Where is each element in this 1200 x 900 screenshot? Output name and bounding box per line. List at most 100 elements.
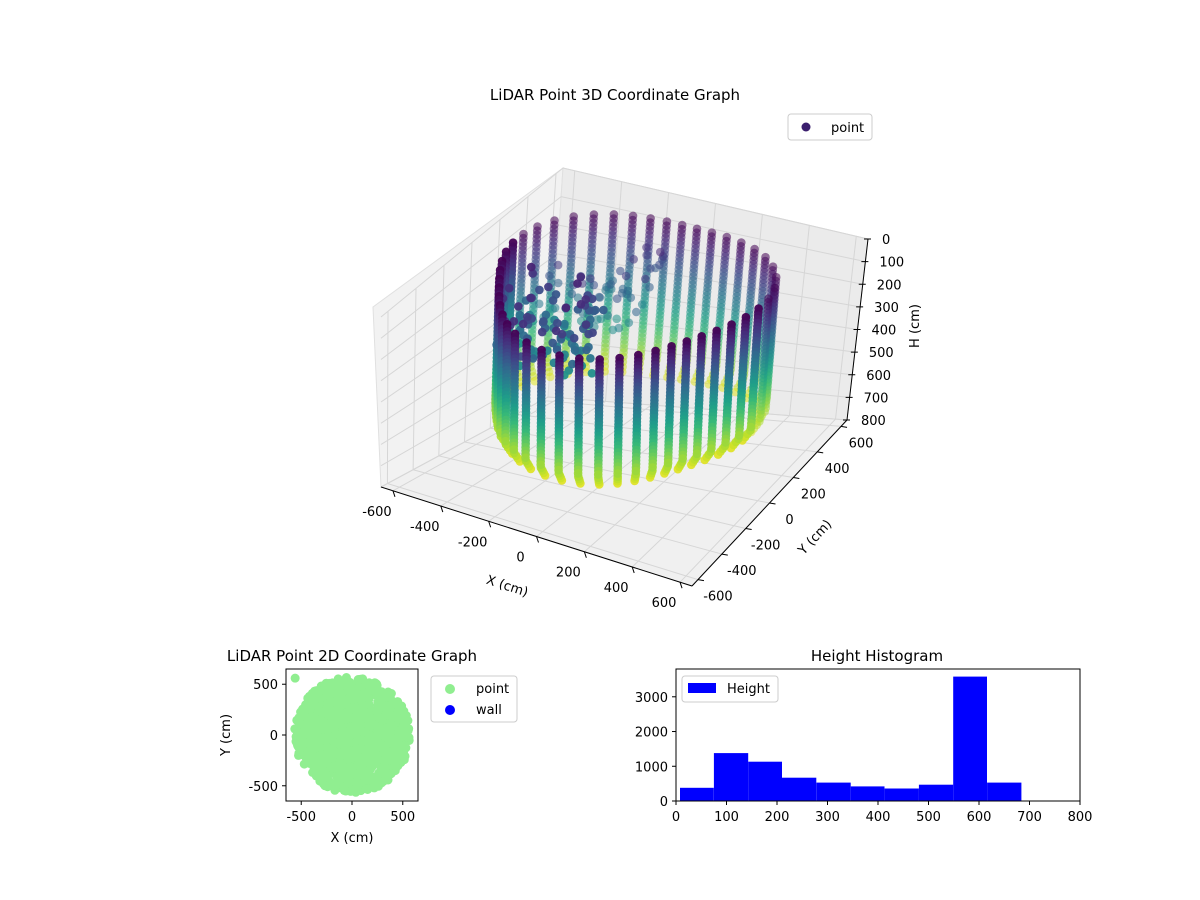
cloud-point [593, 315, 602, 324]
y-tick-3d [793, 476, 800, 479]
scatter-2d-point [330, 761, 339, 771]
scatter-2d-point [378, 777, 388, 786]
scatter-2d-point [335, 681, 345, 691]
y-tick-label-hist: 1000 [635, 760, 668, 775]
z-tick-label-3d: 400 [872, 324, 897, 339]
scatter-2d-point [365, 749, 375, 759]
cloud-point [523, 312, 532, 322]
scatter-2d-point [366, 764, 376, 773]
histogram-bars [680, 676, 1022, 801]
z-axis-label-3d: H (cm) [908, 304, 923, 348]
y-tick-label-3d: 600 [849, 436, 874, 451]
histogram-bar [680, 787, 714, 801]
histogram-title: Height Histogram [811, 647, 943, 665]
scatter-2d-point [359, 745, 369, 755]
z-tick-label-3d: 800 [861, 414, 886, 429]
scatter-2d-point [290, 673, 300, 683]
y-tick-label-3d: 0 [785, 513, 793, 528]
y-tick-3d [769, 502, 776, 505]
cloud-point [509, 317, 519, 326]
ticks-2d: -500 0 500 -500 0 500 [248, 678, 415, 825]
legend-3d-marker [801, 122, 811, 132]
cloud-point [576, 300, 586, 309]
x-tick-3d [488, 521, 492, 528]
cloud-point [561, 303, 571, 313]
legend-histogram-swatch [688, 683, 716, 693]
scatter-2d-point [310, 760, 320, 770]
y-tick-3d [745, 528, 752, 531]
x-tick-label-hist: 100 [714, 810, 739, 825]
y-tick-label-hist: 3000 [635, 691, 668, 706]
scatter-2d-point [301, 700, 311, 709]
x-tick-label-3d: 400 [604, 581, 629, 596]
cloud-point [631, 466, 641, 476]
cloud-point [655, 260, 664, 270]
point-cloud [491, 210, 781, 489]
histogram-bar [782, 777, 817, 801]
scatter-2d-point [315, 742, 325, 752]
legend-2d-wall-marker [445, 705, 455, 715]
scatter-2d-point [368, 684, 378, 694]
histogram-bar [953, 676, 987, 801]
legend-2d-point-label: point [476, 682, 509, 697]
scatter-2d-point [351, 769, 361, 779]
scatter-2d-point [295, 749, 305, 759]
cloud-point [551, 326, 561, 336]
scatter-2d-point [386, 769, 396, 779]
x-axis-label-3d: X (cm) [484, 573, 530, 601]
z-tick-label-3d: 200 [877, 278, 902, 293]
cloud-point [536, 460, 545, 470]
cloud-point [593, 470, 603, 479]
scatter-2d-point [383, 692, 393, 702]
scatter-2d-point [322, 683, 332, 693]
cloud-point [648, 463, 657, 472]
scatter-2d-point [392, 745, 402, 754]
ticks-histogram: 0 100 200 300 400 500 600 700 800 0 1000 2000 3000 [635, 691, 1093, 825]
scatter-2d-point [393, 697, 403, 707]
x-tick-3d [392, 490, 396, 497]
scatter-2d-point [371, 757, 381, 767]
cloud-point [530, 376, 540, 386]
y-axis-label-3d: Y (cm) [795, 517, 835, 559]
cloud-point [509, 445, 519, 454]
cloud-point [613, 469, 622, 478]
x-tick-label-3d: -600 [362, 505, 392, 520]
cloud-point [545, 271, 554, 281]
scatter-2d-point [403, 716, 413, 726]
scatter-2d-point [299, 759, 309, 769]
cloud-point [621, 271, 631, 281]
legend-2d-point-marker [445, 684, 455, 694]
scatter-2d-point [354, 725, 364, 735]
y-tick-label-2d: 0 [270, 729, 278, 744]
cloud-point [587, 294, 597, 304]
cloud-point [535, 285, 544, 295]
x-tick-label-3d: 0 [516, 551, 524, 566]
cloud-point [646, 264, 655, 273]
histogram-bar [884, 788, 919, 801]
cloud-point [539, 317, 548, 326]
cloud-point [645, 282, 654, 292]
x-tick-label-2d: 0 [348, 810, 356, 825]
x-tick-label-hist: 500 [916, 810, 941, 825]
cloud-point [584, 329, 593, 339]
x-tick-3d [583, 551, 587, 558]
y-tick-label-hist: 2000 [635, 726, 668, 741]
scatter-2d-point [353, 690, 363, 700]
histogram-bar [713, 753, 749, 801]
legend-2d-wall-label: wall [476, 703, 502, 718]
cloud-point [614, 323, 624, 333]
scatter-2d-point [308, 768, 318, 777]
z-tick-label-3d: 500 [869, 346, 894, 361]
scatter-2d-point [315, 686, 325, 696]
cloud-point [586, 274, 595, 283]
scatter-2d-point [371, 732, 381, 742]
cloud-point [612, 314, 621, 324]
scatter-2d-point [385, 738, 395, 748]
scatter-2d-point [313, 702, 323, 712]
scatter-2d-point [318, 758, 328, 768]
cloud-point [527, 262, 536, 272]
x-axis-label-2d: X (cm) [331, 831, 374, 846]
scatter-2d-point [350, 703, 360, 713]
x-tick-3d [631, 566, 635, 574]
x-tick-label-2d: 500 [390, 810, 415, 825]
